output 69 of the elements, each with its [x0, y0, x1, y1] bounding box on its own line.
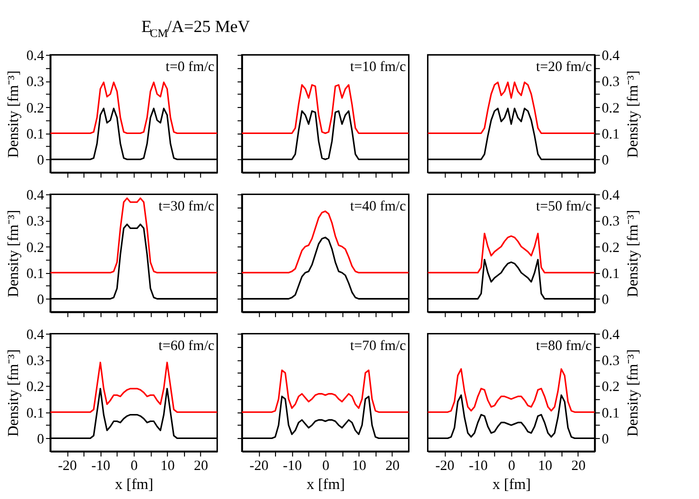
- x-axis-title: x [fm]: [306, 476, 345, 493]
- y-tick-label: 0.4: [602, 187, 620, 204]
- y-tick-label: 0: [602, 152, 609, 169]
- x-tick-label: 20: [571, 458, 586, 474]
- y-axis-title: Density [fm⁻³]: [4, 210, 22, 298]
- y-tick-label: 0.1: [26, 405, 44, 422]
- annotation: t=70 fm/c: [350, 338, 406, 354]
- y-tick-label: 0: [36, 152, 44, 169]
- annotation: t=0 fm/c: [166, 58, 214, 75]
- y-tick-label: 0.4: [26, 326, 44, 343]
- annotation: t=50 fm/c: [536, 198, 592, 214]
- y-axis-title: Density [fm⁻³]: [624, 70, 642, 158]
- x-tick-label: -20: [435, 458, 454, 474]
- y-tick-label: 0.2: [26, 379, 44, 396]
- y-tick-label: 0.3: [602, 74, 620, 90]
- y-tick-label: 0.1: [602, 266, 620, 282]
- line-series: [428, 368, 595, 413]
- y-tick-label: 0.2: [602, 100, 620, 116]
- x-tick-label: -20: [58, 458, 77, 474]
- y-tick-label: 0.3: [602, 214, 620, 230]
- y-tick-label: 0.3: [26, 214, 44, 230]
- line-series: [428, 82, 595, 134]
- y-tick-label: 0: [36, 431, 44, 448]
- y-tick-label: 0: [602, 292, 609, 308]
- y-tick-label: 0.3: [26, 353, 44, 370]
- x-tick-label: -10: [282, 458, 302, 474]
- y-tick-label: 0.3: [602, 353, 620, 370]
- x-tick-label: 10: [352, 458, 366, 474]
- x-axis-title: x [fm]: [115, 476, 154, 493]
- y-tick-label: 0.4: [26, 48, 44, 64]
- y-tick-label: 0.2: [602, 240, 620, 256]
- x-tick-label: 0: [508, 458, 516, 474]
- y-tick-label: 0.4: [602, 48, 620, 64]
- annotation: t=40 fm/c: [350, 198, 406, 214]
- y-tick-label: 0.2: [602, 379, 620, 396]
- x-tick-label: -20: [250, 458, 269, 474]
- x-tick-label: -10: [91, 458, 110, 474]
- y-tick-label: 0: [36, 292, 44, 308]
- y-tick-label: 0.4: [602, 326, 620, 343]
- y-axis-title: Density [fm⁻³]: [624, 210, 642, 298]
- line-series: [50, 82, 218, 134]
- y-tick-label: 0: [602, 431, 609, 448]
- y-tick-label: 0.1: [26, 126, 44, 142]
- y-axis-title: Density [fm⁻³]: [4, 70, 22, 158]
- line-series: [428, 232, 595, 274]
- annotation: t=60 fm/c: [158, 338, 214, 354]
- y-axis-title: Density [fm⁻³]: [4, 349, 22, 437]
- x-tick-label: -10: [468, 458, 488, 474]
- y-tick-label: 0.4: [26, 187, 44, 204]
- annotation: t=20 fm/c: [536, 58, 592, 75]
- line-series: [50, 197, 218, 274]
- x-tick-label: 0: [130, 458, 138, 474]
- y-tick-label: 0.3: [26, 74, 44, 90]
- x-tick-label: 10: [538, 458, 552, 474]
- annotation: t=80 fm/c: [536, 338, 592, 354]
- x-tick-label: 0: [322, 458, 330, 474]
- line-series: [50, 362, 218, 413]
- x-axis-title: x [fm]: [492, 476, 531, 493]
- x-tick-label: 20: [194, 458, 208, 474]
- y-axis-title: Density [fm⁻³]: [624, 349, 642, 437]
- annotation: t=10 fm/c: [350, 58, 406, 75]
- x-tick-label: 10: [160, 458, 175, 474]
- y-tick-label: 0.1: [602, 126, 620, 142]
- y-tick-label: 0.1: [26, 266, 44, 282]
- y-tick-label: 0.2: [26, 100, 44, 116]
- annotation: t=30 fm/c: [158, 198, 214, 214]
- y-tick-label: 0.2: [26, 240, 44, 256]
- y-tick-label: 0.1: [602, 405, 620, 422]
- x-tick-label: 20: [385, 458, 400, 474]
